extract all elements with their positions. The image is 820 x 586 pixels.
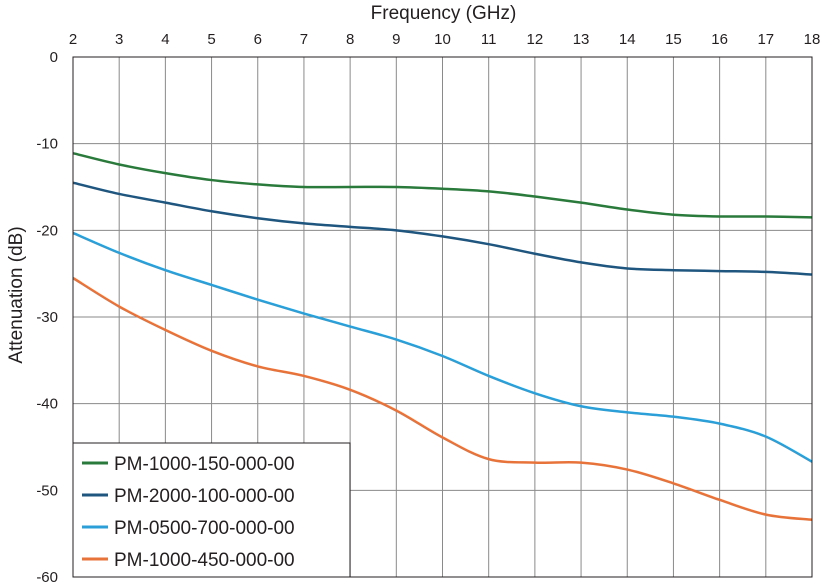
legend-label: PM-2000-100-000-00 [114, 486, 295, 507]
series-line-1 [72, 151, 813, 219]
x-axis-title: Frequency (GHz) [371, 3, 517, 24]
series-line-2 [72, 181, 813, 276]
x-tick-label: 16 [711, 31, 728, 48]
y-tick-label: -20 [36, 222, 58, 239]
x-tick-label: 6 [254, 31, 262, 48]
y-tick-label: -60 [36, 569, 58, 586]
series-lines [72, 151, 813, 522]
x-tick-labels: 2 3 4 5 6 7 8 9 10 11 12 13 14 15 16 17 18 [69, 31, 820, 48]
y-tick-label: 0 [50, 49, 58, 66]
x-tick-label: 13 [573, 31, 590, 48]
legend-label: PM-0500-700-000-00 [114, 518, 295, 539]
x-tick-label: 5 [207, 31, 215, 48]
y-axis-title: Attenuation (dB) [6, 226, 27, 363]
legend: PM-1000-150-000-00 PM-2000-100-000-00 PM-0… [72, 442, 351, 578]
x-tick-label: 4 [161, 31, 169, 48]
series-line-3 [72, 231, 813, 463]
x-tick-label: 7 [300, 31, 308, 48]
x-tick-label: 3 [115, 31, 123, 48]
y-tick-label: -10 [36, 136, 58, 153]
x-tick-label: 8 [346, 31, 354, 48]
legend-label: PM-1000-150-000-00 [114, 454, 295, 475]
plot-area-frame [72, 56, 813, 578]
x-tick-label: 10 [434, 31, 451, 48]
x-tick-label: 2 [69, 31, 77, 48]
x-tick-label: 17 [757, 31, 774, 48]
y-tick-label: -30 [36, 309, 58, 326]
grid-lines [72, 56, 813, 578]
x-tick-label: 14 [619, 31, 636, 48]
series-line-4 [72, 276, 813, 522]
legend-label: PM-1000-450-000-00 [114, 550, 295, 571]
x-tick-label: 15 [665, 31, 682, 48]
x-tick-label: 12 [527, 31, 544, 48]
legend-box [72, 442, 351, 578]
y-tick-label: -50 [36, 482, 58, 499]
x-tick-label: 11 [481, 31, 497, 48]
x-tick-label: 9 [392, 31, 400, 48]
x-tick-label: 18 [804, 31, 820, 48]
y-tick-labels: 0 -10 -20 -30 -40 -50 -60 [36, 49, 58, 586]
y-tick-label: -40 [36, 396, 58, 413]
